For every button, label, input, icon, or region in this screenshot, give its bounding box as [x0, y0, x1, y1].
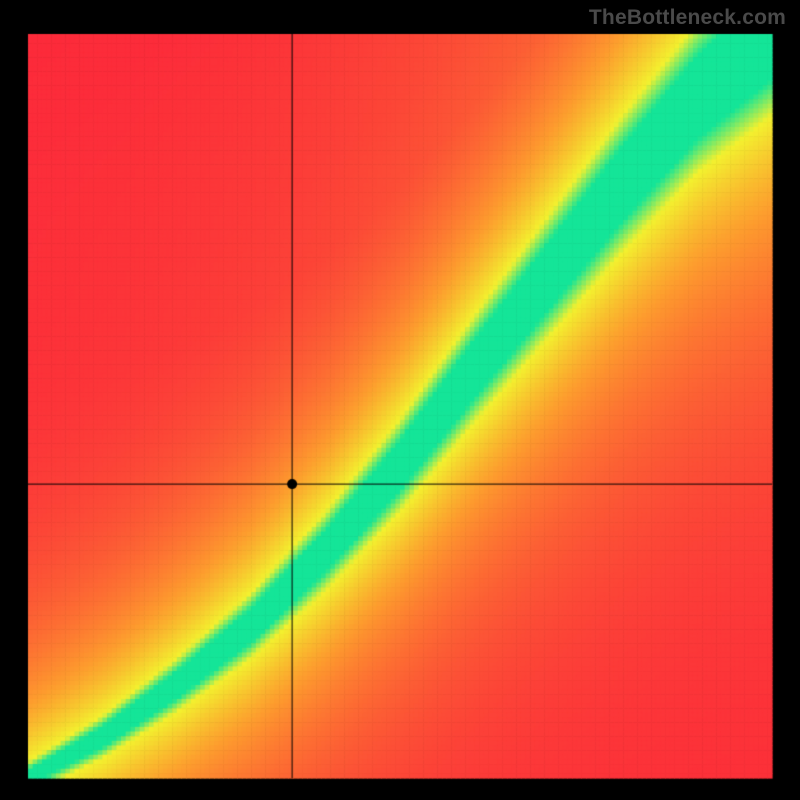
- watermark-text: TheBottleneck.com: [589, 6, 786, 30]
- bottleneck-heatmap: [0, 0, 800, 800]
